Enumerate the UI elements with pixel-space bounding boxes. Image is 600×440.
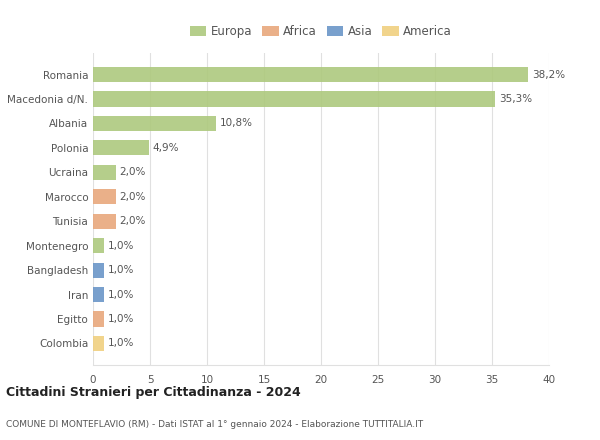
Bar — [93, 165, 116, 180]
Text: 1,0%: 1,0% — [108, 314, 134, 324]
Bar — [93, 336, 104, 351]
Text: 4,9%: 4,9% — [152, 143, 179, 153]
Text: Cittadini Stranieri per Cittadinanza - 2024: Cittadini Stranieri per Cittadinanza - 2… — [6, 386, 301, 399]
Text: 10,8%: 10,8% — [220, 118, 253, 128]
Bar — [93, 263, 104, 278]
Text: COMUNE DI MONTEFLAVIO (RM) - Dati ISTAT al 1° gennaio 2024 - Elaborazione TUTTIT: COMUNE DI MONTEFLAVIO (RM) - Dati ISTAT … — [6, 420, 423, 429]
Bar — [93, 92, 496, 106]
Text: 35,3%: 35,3% — [499, 94, 532, 104]
Text: 1,0%: 1,0% — [108, 241, 134, 251]
Bar — [93, 214, 116, 229]
Text: 1,0%: 1,0% — [108, 338, 134, 348]
Text: 2,0%: 2,0% — [119, 167, 146, 177]
Text: 2,0%: 2,0% — [119, 192, 146, 202]
Bar — [93, 140, 149, 155]
Bar — [93, 312, 104, 326]
Text: 1,0%: 1,0% — [108, 290, 134, 300]
Bar — [93, 116, 216, 131]
Bar — [93, 189, 116, 204]
Text: 1,0%: 1,0% — [108, 265, 134, 275]
Text: 2,0%: 2,0% — [119, 216, 146, 226]
Bar — [93, 238, 104, 253]
Legend: Europa, Africa, Asia, America: Europa, Africa, Asia, America — [188, 23, 454, 40]
Text: 38,2%: 38,2% — [532, 70, 565, 80]
Bar — [93, 67, 529, 82]
Bar — [93, 287, 104, 302]
